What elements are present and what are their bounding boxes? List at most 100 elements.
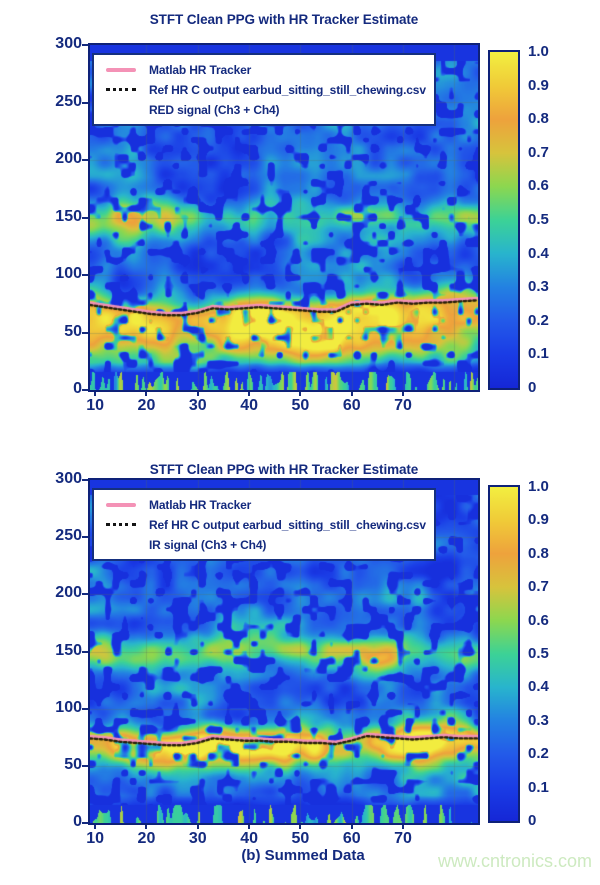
colorbar-tick-label: 1.0 <box>528 478 549 495</box>
colorbar-tick-label: 0.6 <box>528 611 549 629</box>
colorbar-tick-label: 0.8 <box>528 110 549 128</box>
y-tick-label: 250 <box>55 527 82 545</box>
colorbar-tick-label: 0.4 <box>528 678 549 696</box>
y-tick-mark <box>82 389 88 391</box>
legend-item: Ref HR C output earbud_sitting_still_che… <box>106 515 426 534</box>
y-tick-label: 0 <box>73 813 82 830</box>
pink-line-marker <box>106 502 136 507</box>
watermark: www.cntronics.com <box>437 851 592 871</box>
x-tick-label: 50 <box>291 397 310 414</box>
x-tick-label: 70 <box>394 830 412 847</box>
x-tick-label: 60 <box>342 397 361 414</box>
colorbar-tick-label: 1.0 <box>528 43 549 60</box>
colorbar-tick-label: 0.1 <box>528 345 549 363</box>
colorbar-tick-label: 0.6 <box>528 177 549 195</box>
legend-label: IR signal (Ch3 + Ch4) <box>149 537 267 552</box>
y-tick-label: 150 <box>55 207 82 225</box>
legend-label: Ref HR C output earbud_sitting_still_che… <box>149 82 426 97</box>
x-tick-label: 30 <box>188 397 207 414</box>
y-tick-mark <box>82 479 88 481</box>
plot-title: STFT Clean PPG with HR Tracker Estimate <box>149 462 419 477</box>
y-tick-mark <box>82 216 88 219</box>
plot-area: Matlab HR Tracker Ref HR C output earbud… <box>88 43 480 392</box>
y-tick-mark <box>82 707 88 710</box>
colorbar-tick-label: 0.9 <box>528 76 549 94</box>
plot-title: STFT Clean PPG with HR Tracker Estimate <box>149 12 419 27</box>
x-tick-label: 70 <box>394 397 412 414</box>
colorbar-tick-label: 0.7 <box>528 143 549 161</box>
dotted-line-marker <box>106 523 136 526</box>
colorbar-tick-label: 0.1 <box>528 778 549 796</box>
x-tick-label: 40 <box>240 397 258 414</box>
x-tick-mark <box>350 392 353 396</box>
y-tick-label: 300 <box>55 35 82 52</box>
y-tick-mark <box>82 274 88 276</box>
x-tick-label: 10 <box>86 397 105 414</box>
legend-label: RED signal (Ch3 + Ch4) <box>149 102 280 117</box>
x-tick-label: 10 <box>86 830 105 847</box>
colorbar <box>488 485 520 823</box>
y-tick-label: 0 <box>73 380 82 397</box>
y-tick-mark <box>82 536 88 539</box>
y-tick-mark <box>82 593 88 596</box>
y-tick-label: 100 <box>55 698 82 716</box>
colorbar-tick-label: 0.2 <box>528 311 549 329</box>
y-tick-label: 150 <box>55 641 82 659</box>
legend-label: Ref HR C output earbud_sitting_still_che… <box>149 517 426 532</box>
x-tick-mark <box>248 392 251 396</box>
colorbar-tick-label: 0 <box>528 812 537 829</box>
y-tick-label: 50 <box>64 755 82 773</box>
legend-item: RED signal (Ch3 + Ch4) <box>106 100 426 119</box>
y-tick-mark <box>82 650 88 653</box>
y-tick-label: 250 <box>55 92 82 110</box>
legend-item: Matlab HR Tracker <box>106 495 426 514</box>
colorbar-tick-label: 0.4 <box>528 244 549 262</box>
y-tick-mark <box>82 822 88 824</box>
x-tick-label: 20 <box>137 830 156 847</box>
spectrogram-panel-red: STFT Clean PPG with HR Tracker Estimate … <box>0 0 600 435</box>
y-tick-mark <box>82 101 88 104</box>
x-tick-mark <box>350 825 353 829</box>
y-tick-mark <box>82 44 88 46</box>
x-tick-mark <box>145 825 148 829</box>
y-tick-label: 100 <box>55 265 82 282</box>
legend-box: Matlab HR Tracker Ref HR C output earbud… <box>92 488 436 561</box>
figure-caption: (b) Summed Data <box>241 847 365 864</box>
y-tick-label: 200 <box>55 584 82 602</box>
colorbar-tick-label: 0.3 <box>528 711 549 729</box>
colorbar-tick-label: 0.7 <box>528 578 549 596</box>
legend-label: Matlab HR Tracker <box>149 497 252 512</box>
colorbar <box>488 50 520 390</box>
y-tick-mark <box>82 159 88 161</box>
y-tick-label: 200 <box>55 150 82 167</box>
x-tick-label: 60 <box>342 830 361 847</box>
legend-item: IR signal (Ch3 + Ch4) <box>106 535 426 554</box>
x-tick-mark <box>299 392 302 396</box>
x-tick-mark <box>196 392 199 396</box>
legend-item: Ref HR C output earbud_sitting_still_che… <box>106 80 426 99</box>
x-tick-mark <box>402 392 405 396</box>
colorbar-tick-label: 0.5 <box>528 645 549 662</box>
colorbar-tick-label: 0.9 <box>528 511 549 529</box>
y-tick-mark <box>82 331 88 334</box>
x-tick-mark <box>94 392 97 396</box>
x-tick-mark <box>94 825 97 829</box>
x-tick-mark <box>248 825 251 829</box>
x-tick-label: 40 <box>240 830 258 847</box>
x-tick-label: 30 <box>188 830 207 847</box>
legend-label: Matlab HR Tracker <box>149 62 252 77</box>
y-tick-label: 50 <box>64 322 82 340</box>
colorbar-tick-label: 0.3 <box>528 278 549 296</box>
x-tick-label: 20 <box>137 397 156 414</box>
x-tick-mark <box>196 825 199 829</box>
x-tick-label: 50 <box>291 830 310 847</box>
y-tick-mark <box>82 764 88 767</box>
colorbar-tick-label: 0.2 <box>528 745 549 763</box>
x-tick-mark <box>402 825 405 829</box>
legend-item: Matlab HR Tracker <box>106 60 426 79</box>
x-tick-mark <box>299 825 302 829</box>
colorbar-tick-label: 0.8 <box>528 544 549 562</box>
plot-area: Matlab HR Tracker Ref HR C output earbud… <box>88 478 480 825</box>
colorbar-tick-label: 0 <box>528 379 537 396</box>
